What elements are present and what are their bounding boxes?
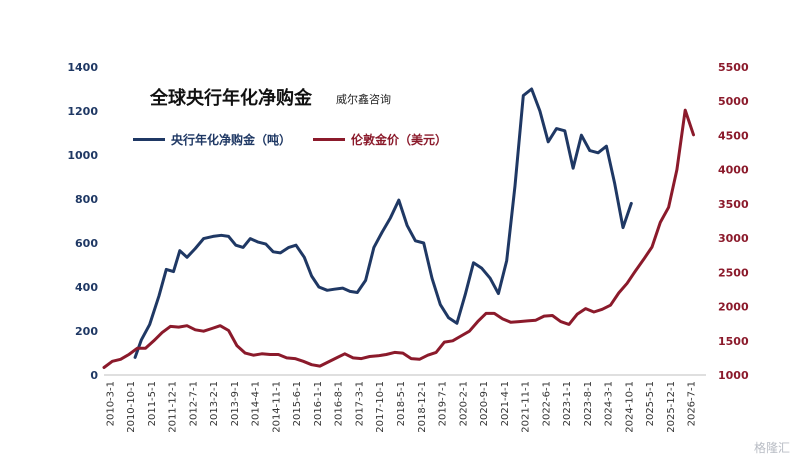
x-tick-label: 2023-1-1 xyxy=(562,381,573,426)
x-tick-label: 2011-5-1 xyxy=(147,381,158,426)
x-tick-label: 2023-8-1 xyxy=(583,381,594,426)
x-tick-label: 2019-7-1 xyxy=(438,381,449,426)
series-line-gold-price xyxy=(102,108,695,369)
source-label: 威尔鑫咨询 xyxy=(336,93,391,106)
x-tick-label: 2016-8-1 xyxy=(334,381,345,426)
y-right-tick-label: 2000 xyxy=(718,301,749,314)
legend-item-gold: 伦敦金价（美元） xyxy=(313,131,447,148)
legend-label-cb: 央行年化净购金（吨） xyxy=(171,133,292,147)
x-tick-label: 2018-5-1 xyxy=(396,381,407,426)
y-right-tick-label: 5000 xyxy=(718,95,749,108)
x-tick-label: 2025-12-1 xyxy=(666,381,677,433)
y-left-tick-label: 1400 xyxy=(67,61,98,74)
x-tick-label: 2018-12-1 xyxy=(417,381,428,433)
x-tick-label: 2013-9-1 xyxy=(230,381,241,426)
x-tick-label: 2021-11-1 xyxy=(521,381,532,433)
y-right-tick-label: 4000 xyxy=(718,164,749,177)
y-right-tick-label: 4500 xyxy=(718,129,749,142)
x-tick-label: 2024-3-1 xyxy=(604,381,615,426)
x-tick-label: 2017-3-1 xyxy=(354,381,365,426)
y-right-tick-label: 3000 xyxy=(718,232,749,245)
x-tick-label: 2020-2-1 xyxy=(458,381,469,426)
chart-title: 全球央行年化净购金 xyxy=(150,88,312,109)
x-tick-label: 2026-7-1 xyxy=(687,381,698,426)
y-right-tick-label: 5500 xyxy=(718,61,749,74)
x-tick-label: 2011-12-1 xyxy=(168,381,179,433)
y-right-tick-label: 3500 xyxy=(718,198,749,211)
series-line-central-bank xyxy=(133,87,633,359)
x-tick-label: 2010-3-1 xyxy=(105,381,116,426)
y-left-tick-label: 1000 xyxy=(67,149,98,162)
x-tick-label: 2021-4-1 xyxy=(500,381,511,426)
x-tick-label: 2016-1-1 xyxy=(313,381,324,426)
x-tick-label: 2014-11-1 xyxy=(271,381,282,433)
x-tick-label: 2013-2-1 xyxy=(209,381,220,426)
y-right-tick-label: 1000 xyxy=(718,369,749,382)
y-right-tick-label: 2500 xyxy=(718,266,749,279)
y-right-tick-label: 1500 xyxy=(718,335,749,348)
legend-label-gold: 伦敦金价（美元） xyxy=(351,133,448,147)
x-tick-label: 2024-10-1 xyxy=(624,381,635,433)
legend-swatch-cb xyxy=(133,138,165,141)
watermark: 格隆汇 xyxy=(753,441,790,455)
x-tick-label: 2020-9-1 xyxy=(479,381,490,426)
x-tick-label: 2022-6-1 xyxy=(541,381,552,426)
x-tick-label: 2010-10-1 xyxy=(126,381,137,433)
x-tick-label: 2017-10-1 xyxy=(375,381,386,433)
legend-item-cb: 央行年化净购金（吨） xyxy=(133,131,291,148)
y-left-tick-label: 800 xyxy=(75,193,98,206)
y-left-tick-label: 400 xyxy=(75,281,98,294)
legend: 央行年化净购金（吨） 伦敦金价（美元） xyxy=(133,131,447,148)
x-tick-label: 2014-4-1 xyxy=(251,381,262,426)
y-left-tick-label: 200 xyxy=(75,325,98,338)
legend-swatch-gold xyxy=(313,138,346,141)
x-tick-label: 2015-6-1 xyxy=(292,381,303,426)
y-left-tick-label: 600 xyxy=(75,237,98,250)
y-left-tick-label: 1200 xyxy=(67,105,98,118)
x-tick-label: 2025-5-1 xyxy=(645,381,656,426)
y-left-tick-label: 0 xyxy=(90,369,98,382)
x-tick-label: 2012-7-1 xyxy=(188,381,199,426)
